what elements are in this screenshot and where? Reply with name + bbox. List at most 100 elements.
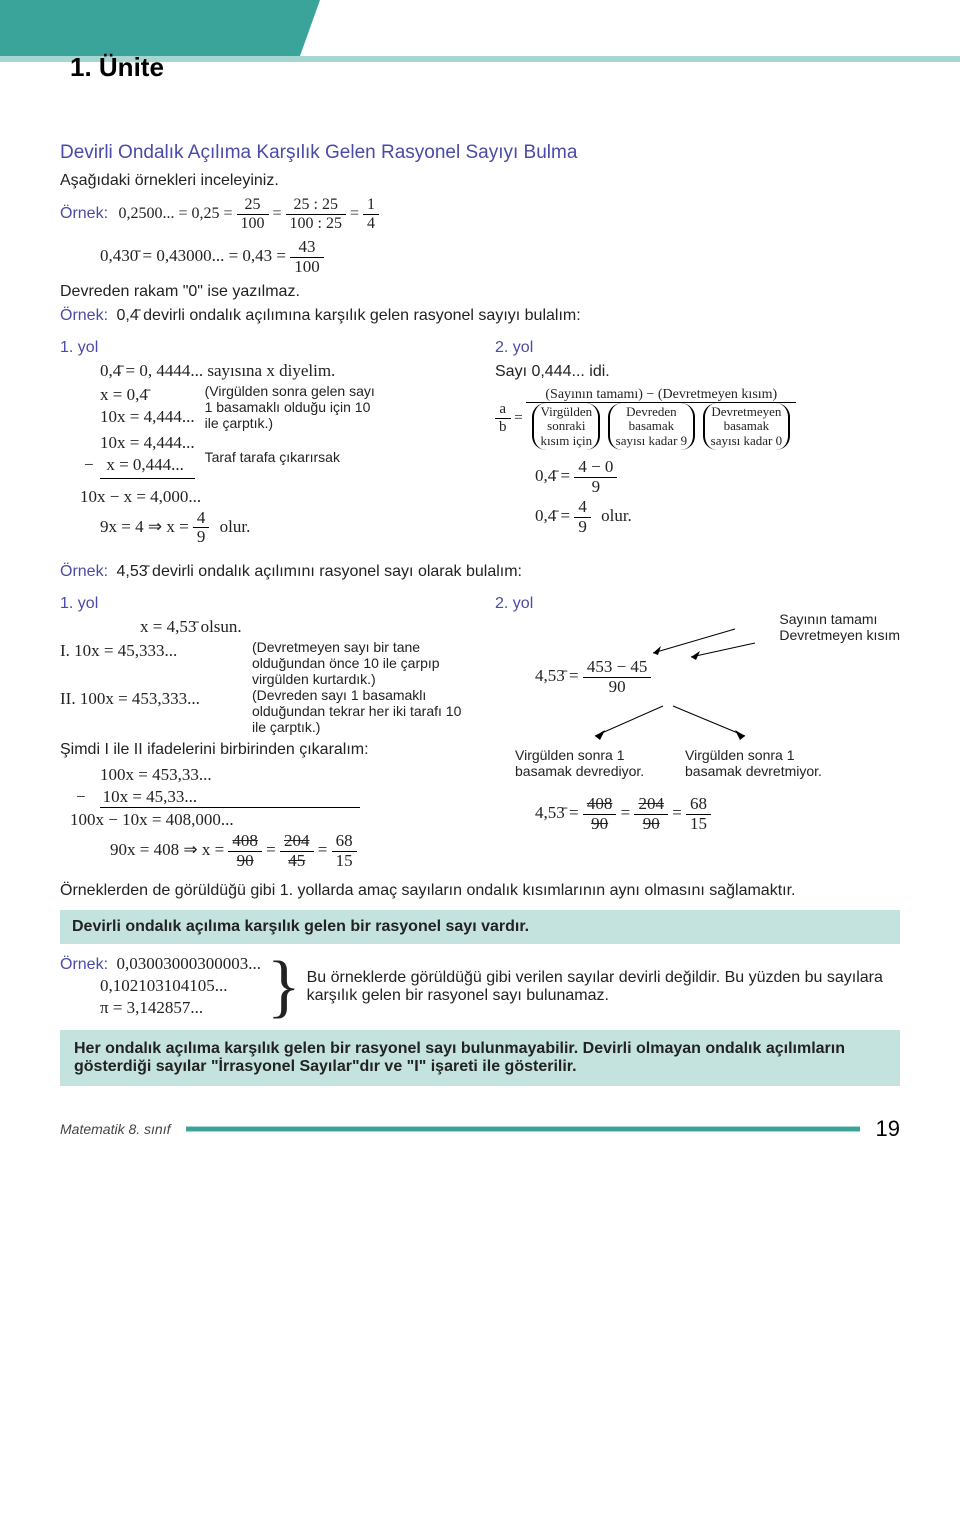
ex4-l1: 0,03003000300003... bbox=[116, 954, 261, 973]
frac-num: 68 bbox=[332, 832, 357, 852]
frac-den: 15 bbox=[686, 815, 711, 834]
example-3-intro: Örnek: 4,53̄ devirli ondalık açılımını r… bbox=[60, 563, 900, 581]
y1-l2: x = 0,4̄ bbox=[100, 385, 195, 405]
y1-l3: 10x = 4,444... bbox=[100, 407, 195, 427]
y2-eq2: 0,4̄ = bbox=[535, 506, 570, 525]
frac-num: 204 bbox=[280, 832, 314, 852]
ex4-l2: 0,102103104105... bbox=[100, 976, 261, 996]
page-footer: Matematik 8. sınıf 19 bbox=[60, 1116, 900, 1142]
ex1-lhs: 0,2500... = 0,25 = bbox=[118, 205, 232, 222]
y1-note2: Taraf tarafa çıkarırsak bbox=[205, 449, 385, 465]
ornek-label: Örnek: bbox=[60, 307, 108, 324]
y2-topnum: (Sayının tamamı) − (Devretmeyen kısım) bbox=[526, 387, 796, 403]
frac-den: 9 bbox=[193, 528, 210, 547]
conclusion: Örneklerden de görüldüğü gibi 1. yollard… bbox=[60, 882, 900, 900]
yol1-column: 1. yol 0,4̄ = 0, 4444... sayısına x diye… bbox=[60, 331, 465, 549]
frac-den: 100 bbox=[237, 215, 269, 233]
yol2-label: 2. yol bbox=[495, 339, 900, 357]
frac-num: 25 bbox=[237, 196, 269, 215]
y1-l1: 0,4̄ = 0, 4444... sayısına x diyelim. bbox=[100, 361, 465, 381]
ex3-I: I. 10x = 45,333... bbox=[60, 641, 240, 685]
olur: olur. bbox=[601, 506, 632, 525]
olur: olur. bbox=[220, 517, 251, 536]
ex3-II: II. 100x = 453,333... bbox=[60, 689, 240, 733]
ex3-yol1: 1. yol x = 4,53̄ olsun. I. 10x = 45,333.… bbox=[60, 587, 465, 872]
ornek-label: Örnek: bbox=[60, 956, 108, 973]
frac-den: 15 bbox=[332, 852, 357, 871]
col-note1: Virgülden sonra 1 basamak devrediyor. bbox=[515, 747, 655, 779]
frac-num: 4 bbox=[193, 509, 210, 529]
eq: = bbox=[273, 205, 282, 222]
highlight-box-1: Devirli ondalık açılıma karşılık gelen b… bbox=[60, 910, 900, 944]
ex3-intro-text: 4,53̄ devirli ondalık açılımını rasyonel… bbox=[116, 563, 522, 580]
ornek-label: Örnek: bbox=[60, 563, 108, 580]
frac-den: 90 bbox=[634, 815, 668, 834]
frac-den: 9 bbox=[574, 518, 591, 537]
ex1-line2: 0,430̄ = 0,43000... = 0,43 = 43100 bbox=[100, 238, 900, 276]
calc-lhs: 4,53̄ = bbox=[535, 803, 579, 822]
ex3-yol2: 2. yol Sayının tamamı Devretmeyen kısım … bbox=[495, 587, 900, 836]
ex3-s3: 100x − 10x = 408,000... bbox=[70, 810, 465, 830]
frac-num: 408 bbox=[583, 795, 617, 815]
yol1-label: 1. yol bbox=[60, 339, 465, 357]
frac-den: 90 bbox=[228, 852, 262, 871]
y1-diff: 10x − x = 4,000... bbox=[80, 487, 465, 507]
ex3-let: x = 4,53̄ olsun. bbox=[140, 617, 465, 637]
y1-note1: (Virgülden sonra gelen sayı 1 basamaklı … bbox=[205, 383, 385, 431]
ex2-intro-text: 0,4̄ devirli ondalık açılımına karşılık … bbox=[116, 307, 580, 324]
ex3-Inote: (Devretmeyen sayı bir tane olduğundan ön… bbox=[252, 639, 465, 687]
frac-den: b bbox=[495, 419, 511, 436]
yol2-column: 2. yol Sayı 0,444... idi. ab = (Sayının … bbox=[495, 331, 900, 539]
frac-den: 90 bbox=[583, 815, 617, 834]
ex4-text: Bu örneklerde görüldüğü gibi verilen say… bbox=[307, 969, 900, 1005]
eq: = bbox=[350, 205, 359, 222]
paren1: Virgülden sonraki kısım için bbox=[532, 403, 600, 450]
frac-num: 4 − 0 bbox=[574, 458, 617, 478]
frac-num: 1 bbox=[363, 196, 379, 215]
y1-l5: x = 0,444... bbox=[106, 455, 184, 474]
paren2: Devreden basamak sayısı kadar 9 bbox=[608, 403, 695, 450]
frac-num: 25 : 25 bbox=[286, 196, 346, 215]
frac-den: 100 : 25 bbox=[286, 215, 346, 233]
example-2-intro: Örnek: 0,4̄ devirli ondalık açılımına ka… bbox=[60, 307, 900, 325]
ex3-IInote: (Devreden sayı 1 basamaklı olduğundan te… bbox=[252, 687, 465, 735]
example-1: Örnek: 0,2500... = 0,25 = 25100 = 25 : 2… bbox=[60, 196, 900, 232]
frac-den: 45 bbox=[280, 852, 314, 871]
frac-num: 4 bbox=[574, 498, 591, 518]
frac-den: 90 bbox=[583, 678, 652, 697]
frac-num: a bbox=[495, 401, 511, 419]
ann-full: Sayının tamamı bbox=[779, 611, 900, 627]
brace-icon: } bbox=[267, 966, 301, 1008]
y1-res1: 9x = 4 ⇒ x = bbox=[100, 517, 189, 536]
no-zero-note: Devreden rakam "0" ise yazılmaz. bbox=[60, 283, 900, 301]
frac-num: 43 bbox=[290, 238, 324, 258]
y2-eq1: 0,4̄ = bbox=[535, 466, 570, 485]
frac-num: 204 bbox=[634, 795, 668, 815]
unit-header: 1. Ünite bbox=[60, 40, 900, 132]
ex3-s1: 100x = 453,33... bbox=[100, 765, 465, 785]
ex1-lhs2: 0,430̄ = 0,43000... = 0,43 = bbox=[100, 246, 286, 265]
y1-l4: 10x = 4,444... bbox=[100, 433, 195, 452]
yol1-label: 1. yol bbox=[60, 595, 465, 613]
footer-line bbox=[186, 1126, 859, 1132]
highlight-box-2: Her ondalık açılıma karşılık gelen bir r… bbox=[60, 1030, 900, 1086]
ex3-sub: Şimdi I ile II ifadelerini birbirinden ç… bbox=[60, 741, 465, 759]
arrows-svg2 bbox=[535, 702, 895, 742]
ann-nonrep: Devretmeyen kısım bbox=[779, 627, 900, 643]
frac-den: 4 bbox=[363, 215, 379, 233]
ex3-s4a: 90x = 408 ⇒ x = bbox=[110, 840, 224, 859]
frac-num: 408 bbox=[228, 832, 262, 852]
ex4-l3: π = 3,142857... bbox=[100, 998, 261, 1018]
footer-page: 19 bbox=[876, 1116, 900, 1142]
intro-text: Aşağıdaki örnekleri inceleyiniz. bbox=[60, 172, 900, 190]
frac-den: 100 bbox=[290, 258, 324, 277]
section-title: Devirli Ondalık Açılıma Karşılık Gelen R… bbox=[60, 142, 900, 164]
example-4: Örnek: 0,03003000300003... 0,10210310410… bbox=[60, 954, 900, 1020]
frac-num: 68 bbox=[686, 795, 711, 815]
col-note2: Virgülden sonra 1 basamak devretmiyor. bbox=[685, 747, 825, 779]
y2-l1: Sayı 0,444... idi. bbox=[495, 363, 900, 381]
frac-den: 9 bbox=[574, 478, 617, 497]
footer-class: Matematik 8. sınıf bbox=[60, 1121, 170, 1137]
paren3: Devretmeyen basamak sayısı kadar 0 bbox=[703, 403, 790, 450]
ornek-label: Örnek: bbox=[60, 205, 108, 222]
